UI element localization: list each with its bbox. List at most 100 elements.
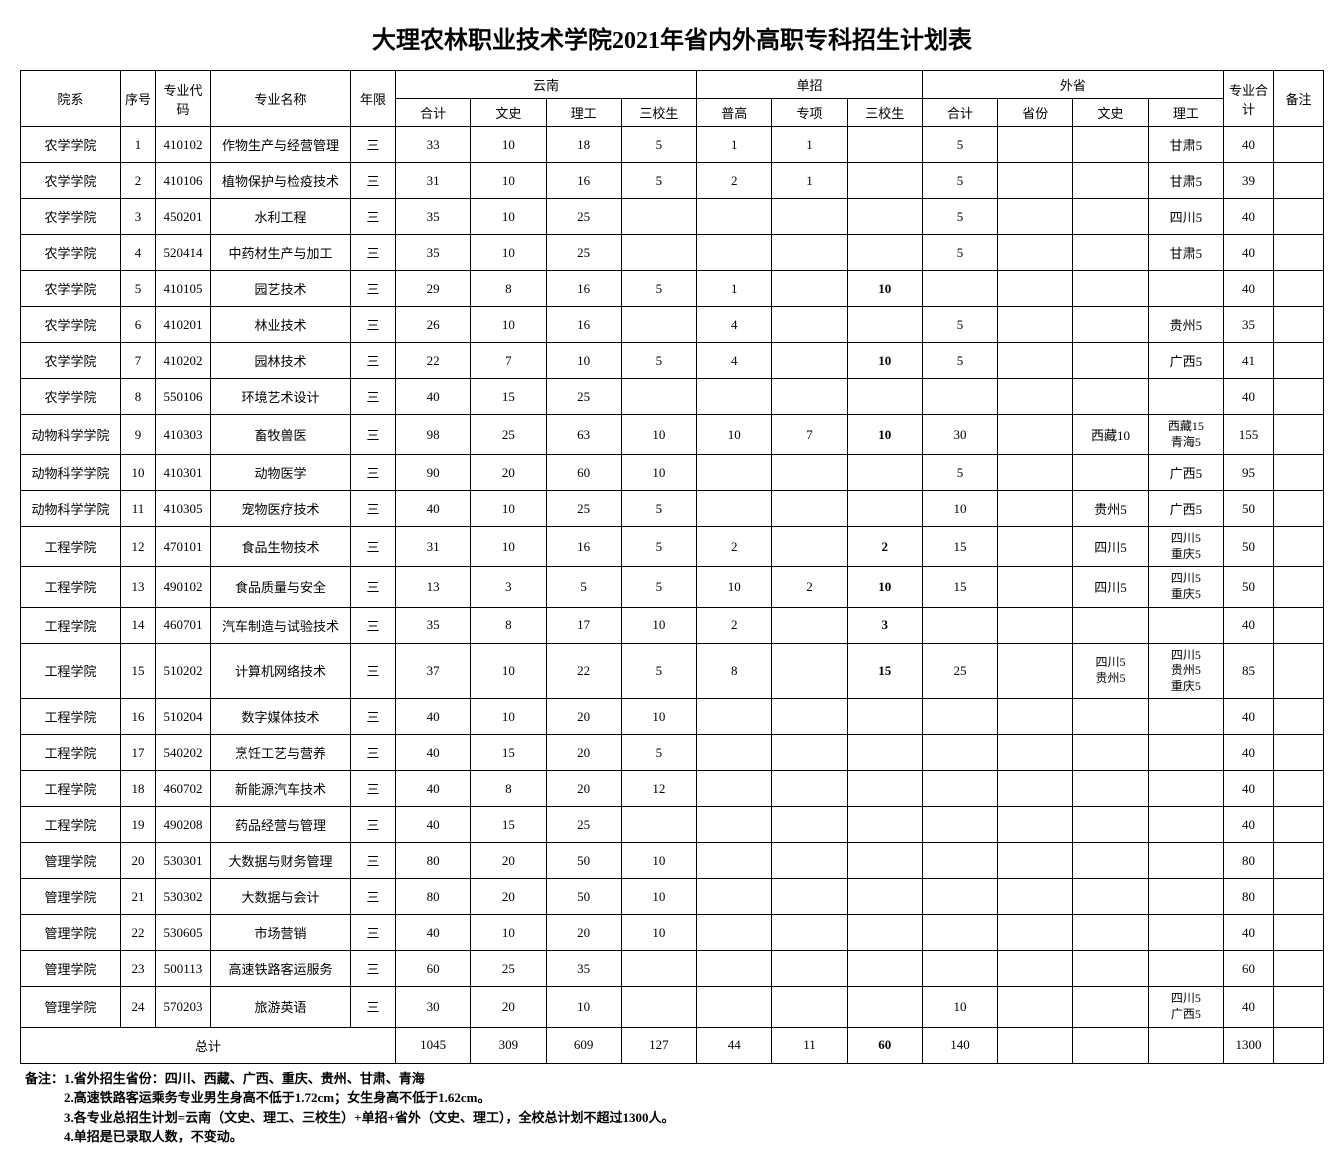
th-note: 备注 xyxy=(1274,71,1324,127)
cell: 8 xyxy=(471,607,546,643)
table-row: 管理学院21530302大数据与会计三8020501080 xyxy=(21,879,1324,915)
table-row: 工程学院18460702新能源汽车技术三408201240 xyxy=(21,771,1324,807)
cell xyxy=(998,607,1073,643)
cell: 460702 xyxy=(156,771,211,807)
cell: 10 xyxy=(471,307,546,343)
cell: 高速铁路客运服务 xyxy=(211,951,351,987)
cell xyxy=(1073,915,1148,951)
cell xyxy=(998,455,1073,491)
cell: 3 xyxy=(471,567,546,607)
cell: 三 xyxy=(351,915,396,951)
cell: 1 xyxy=(121,127,156,163)
cell: 西藏15青海5 xyxy=(1148,415,1223,455)
footnotes: 备注：1.省外招生省份：四川、西藏、广西、重庆、贵州、甘肃、青海 2.高速铁路客… xyxy=(20,1069,1324,1147)
cell: 25 xyxy=(546,491,621,527)
cell xyxy=(1073,379,1148,415)
cell xyxy=(621,199,696,235)
cell: 470101 xyxy=(156,527,211,567)
cell: 甘肃5 xyxy=(1148,127,1223,163)
cell: 数字媒体技术 xyxy=(211,699,351,735)
cell: 工程学院 xyxy=(21,607,121,643)
cell xyxy=(847,379,922,415)
cell: 10 xyxy=(621,699,696,735)
cell xyxy=(998,307,1073,343)
cell: 460701 xyxy=(156,607,211,643)
cell: 三 xyxy=(351,735,396,771)
cell xyxy=(998,271,1073,307)
cell: 1 xyxy=(697,127,772,163)
cell xyxy=(847,843,922,879)
cell: 四川5广西5 xyxy=(1148,987,1223,1027)
cell: 12 xyxy=(621,771,696,807)
cell xyxy=(697,235,772,271)
cell: 10 xyxy=(847,567,922,607)
cell: 6 xyxy=(121,307,156,343)
cell xyxy=(1274,607,1324,643)
cell: 大数据与财务管理 xyxy=(211,843,351,879)
table-row: 工程学院19490208药品经营与管理三40152540 xyxy=(21,807,1324,843)
cell: 90 xyxy=(396,455,471,491)
cell xyxy=(998,415,1073,455)
cell: 25 xyxy=(546,379,621,415)
cell: 三 xyxy=(351,771,396,807)
cell xyxy=(922,735,997,771)
cell: 13 xyxy=(396,567,471,607)
cell: 29 xyxy=(396,271,471,307)
th-ws-total: 合计 xyxy=(922,99,997,127)
cell xyxy=(772,199,847,235)
th-yn-wen: 文史 xyxy=(471,99,546,127)
th-yn-san: 三校生 xyxy=(621,99,696,127)
cell: 10 xyxy=(471,491,546,527)
cell xyxy=(772,343,847,379)
total-cell xyxy=(1148,1027,1223,1063)
cell: 汽车制造与试验技术 xyxy=(211,607,351,643)
cell xyxy=(1274,415,1324,455)
cell: 三 xyxy=(351,607,396,643)
cell: 5 xyxy=(621,567,696,607)
cell: 管理学院 xyxy=(21,987,121,1027)
cell: 490102 xyxy=(156,567,211,607)
cell xyxy=(772,527,847,567)
cell xyxy=(1148,271,1223,307)
cell xyxy=(697,199,772,235)
cell: 5 xyxy=(922,163,997,199)
cell: 155 xyxy=(1224,415,1274,455)
table-row: 动物科学学院10410301动物医学三902060105广西595 xyxy=(21,455,1324,491)
th-dz: 单招 xyxy=(697,71,923,99)
cell: 5 xyxy=(621,163,696,199)
cell: 22 xyxy=(546,643,621,699)
cell: 530605 xyxy=(156,915,211,951)
cell: 四川5贵州5 xyxy=(1073,643,1148,699)
cell: 20 xyxy=(471,879,546,915)
cell: 管理学院 xyxy=(21,951,121,987)
cell xyxy=(1274,163,1324,199)
cell: 25 xyxy=(471,415,546,455)
cell: 60 xyxy=(546,455,621,491)
cell xyxy=(1274,307,1324,343)
cell: 工程学院 xyxy=(21,643,121,699)
th-code: 专业代码 xyxy=(156,71,211,127)
cell: 5 xyxy=(121,271,156,307)
enrollment-table: 院系 序号 专业代码 专业名称 年限 云南 单招 外省 专业合计 备注 合计 文… xyxy=(20,70,1324,1064)
cell xyxy=(1148,379,1223,415)
cell: 三 xyxy=(351,379,396,415)
cell: 三 xyxy=(351,879,396,915)
cell: 8 xyxy=(697,643,772,699)
cell xyxy=(1073,199,1148,235)
cell: 50 xyxy=(1224,567,1274,607)
cell xyxy=(847,127,922,163)
cell: 5 xyxy=(922,455,997,491)
cell: 63 xyxy=(546,415,621,455)
cell: 30 xyxy=(396,987,471,1027)
cell xyxy=(1073,951,1148,987)
cell: 20 xyxy=(546,771,621,807)
cell xyxy=(1274,343,1324,379)
cell: 4 xyxy=(697,307,772,343)
cell: 2 xyxy=(772,567,847,607)
cell: 40 xyxy=(1224,987,1274,1027)
cell: 5 xyxy=(621,491,696,527)
cell: 5 xyxy=(922,235,997,271)
cell xyxy=(847,491,922,527)
cell: 市场营销 xyxy=(211,915,351,951)
cell: 动物科学学院 xyxy=(21,491,121,527)
